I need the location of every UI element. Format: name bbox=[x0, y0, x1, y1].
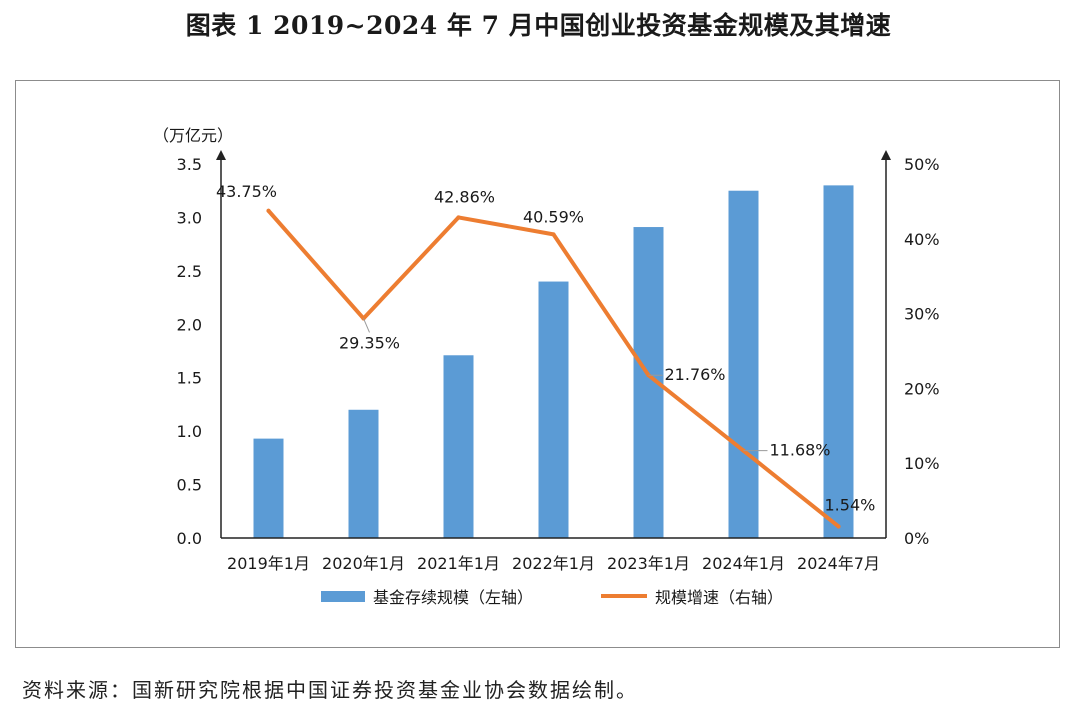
growth-point bbox=[836, 524, 841, 529]
growth-point bbox=[551, 232, 556, 237]
legend-bar-swatch bbox=[321, 591, 365, 602]
growth-data-label: 11.68% bbox=[770, 441, 831, 460]
chart-frame: （万亿元） 0.0 0.5 1.0 1.5 2.0 2.5 3.0 3.5 0% 10% 20% 3… bbox=[15, 80, 1060, 648]
x-tick-label: 2024年1月 bbox=[702, 554, 785, 573]
growth-data-label: 42.86% bbox=[434, 187, 495, 206]
bar bbox=[728, 190, 759, 538]
left-tick-label: 0.5 bbox=[177, 476, 202, 495]
right-tick-label: 10% bbox=[904, 454, 940, 473]
line-data-labels: 43.75% 29.35% 42.86% 40.59% 21.76% 11.68% 1.54… bbox=[216, 182, 875, 515]
right-tick-label: 0% bbox=[904, 529, 929, 548]
growth-data-label: 21.76% bbox=[665, 365, 726, 384]
left-tick-label: 1.0 bbox=[177, 422, 202, 441]
growth-data-label: 40.59% bbox=[523, 207, 584, 226]
left-tick-label: 3.5 bbox=[177, 155, 202, 174]
right-tick-label: 40% bbox=[904, 230, 940, 249]
x-tick-label: 2023年1月 bbox=[607, 554, 690, 573]
legend-bar-label: 基金存续规模（左轴） bbox=[373, 588, 533, 607]
bar bbox=[348, 409, 379, 538]
left-tick-label: 2.0 bbox=[177, 315, 202, 334]
right-tick-label: 30% bbox=[904, 305, 940, 324]
x-axis-ticks: 2019年1月 2020年1月 2021年1月 2022年1月 2023年1月 2024年… bbox=[227, 554, 880, 573]
bar bbox=[443, 355, 474, 538]
right-axis-ticks: 0% 10% 20% 30% 40% 50% bbox=[904, 155, 940, 548]
x-tick-label: 2024年7月 bbox=[797, 554, 880, 573]
bar bbox=[253, 438, 284, 538]
right-tick-label: 50% bbox=[904, 155, 940, 174]
legend-line-label: 规模增速（右轴） bbox=[655, 588, 783, 607]
x-tick-label: 2021年1月 bbox=[417, 554, 500, 573]
right-axis-arrow bbox=[881, 150, 891, 160]
left-tick-label: 2.5 bbox=[177, 262, 202, 281]
left-tick-label: 3.0 bbox=[177, 208, 202, 227]
growth-point bbox=[266, 208, 271, 213]
left-tick-label: 1.5 bbox=[177, 369, 202, 388]
left-tick-label: 0.0 bbox=[177, 529, 202, 548]
left-axis-arrow bbox=[216, 150, 226, 160]
growth-data-label: 43.75% bbox=[216, 182, 277, 201]
bar bbox=[538, 281, 569, 538]
y-axis-unit-label: （万亿元） bbox=[153, 126, 233, 145]
label-leader-line bbox=[363, 318, 370, 333]
bar bbox=[823, 185, 854, 538]
right-tick-label: 20% bbox=[904, 379, 940, 398]
x-tick-label: 2022年1月 bbox=[512, 554, 595, 573]
growth-data-label: 1.54% bbox=[825, 495, 876, 514]
x-tick-label: 2020年1月 bbox=[322, 554, 405, 573]
left-axis-ticks: 0.0 0.5 1.0 1.5 2.0 2.5 3.0 3.5 bbox=[177, 155, 202, 548]
chart-svg: （万亿元） 0.0 0.5 1.0 1.5 2.0 2.5 3.0 3.5 0% 10% 20% 3… bbox=[153, 126, 940, 607]
axes bbox=[216, 150, 891, 539]
x-tick-label: 2019年1月 bbox=[227, 554, 310, 573]
source-note: 资料来源：国新研究院根据中国证券投资基金业协会数据绘制。 bbox=[22, 678, 638, 702]
figure-title: 图表 1 2019~2024 年 7 月中国创业投资基金规模及其增速 bbox=[185, 11, 892, 40]
growth-data-label: 29.35% bbox=[339, 333, 400, 352]
growth-point bbox=[456, 215, 461, 220]
legend: 基金存续规模（左轴） 规模增速（右轴） bbox=[321, 588, 783, 607]
bar-series bbox=[253, 185, 854, 538]
